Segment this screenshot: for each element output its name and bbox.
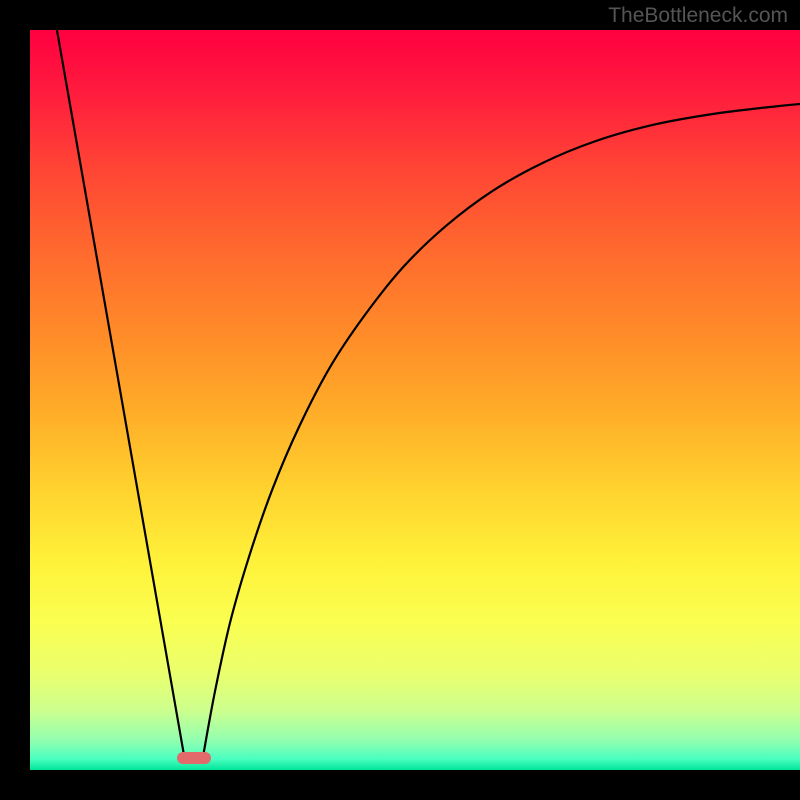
optimal-marker bbox=[177, 752, 211, 765]
watermark-text: TheBottleneck.com bbox=[608, 4, 788, 28]
plot-area bbox=[30, 30, 800, 770]
gradient-background bbox=[30, 30, 800, 770]
chart-container bbox=[0, 0, 800, 800]
